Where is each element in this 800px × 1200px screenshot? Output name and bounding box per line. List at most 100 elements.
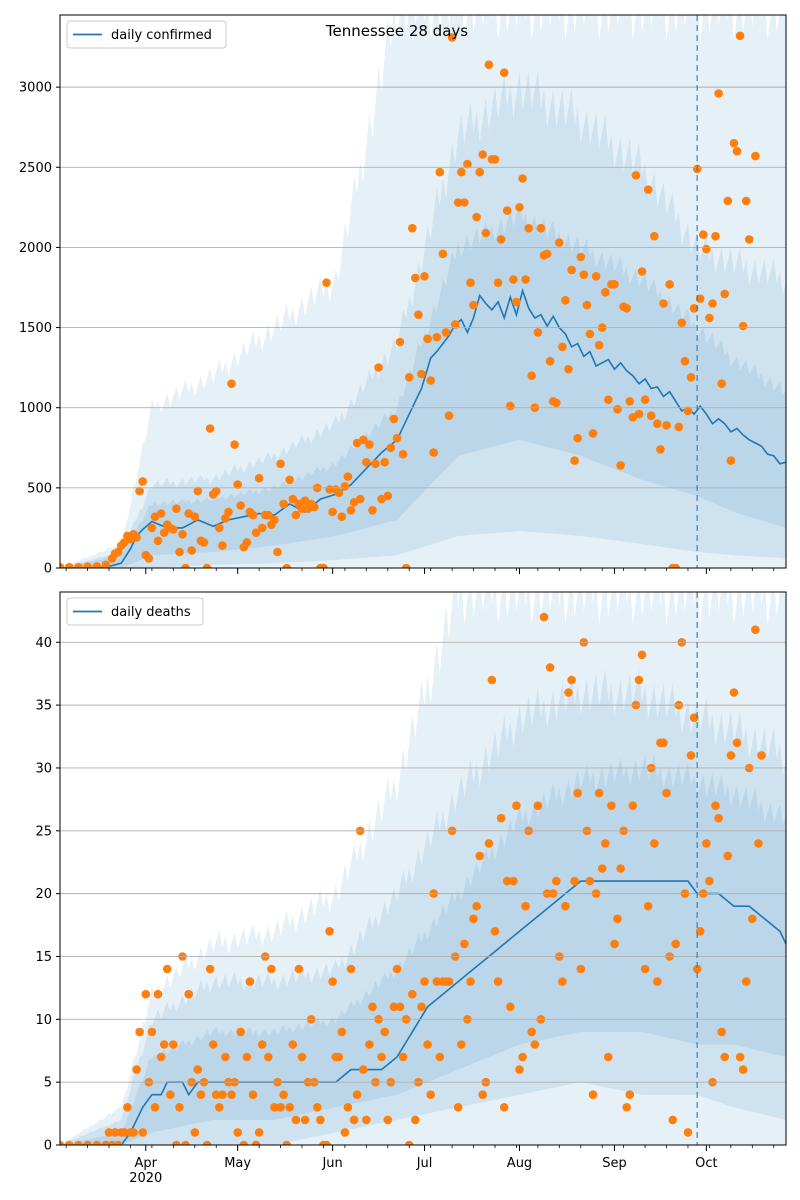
data-point	[208, 1040, 218, 1049]
y-tick-label: 0	[44, 1139, 52, 1154]
data-point	[720, 1052, 729, 1062]
data-point	[674, 422, 684, 432]
data-point	[435, 167, 445, 177]
data-point	[175, 1103, 184, 1112]
data-point	[686, 373, 696, 382]
data-point	[153, 536, 163, 546]
data-point	[211, 1090, 221, 1099]
data-point	[334, 1052, 344, 1062]
data-point	[533, 801, 543, 810]
data-point	[453, 1103, 463, 1112]
data-point	[499, 1103, 509, 1112]
data-point	[251, 1140, 261, 1145]
data-point	[432, 332, 442, 342]
data-point	[490, 155, 500, 164]
data-point	[665, 280, 674, 289]
y-tick-label: 40	[35, 636, 52, 651]
data-point	[392, 964, 402, 974]
data-point	[120, 1128, 129, 1137]
data-point	[702, 839, 711, 848]
data-point	[346, 506, 356, 515]
data-point	[147, 1027, 157, 1037]
data-point	[653, 977, 662, 986]
data-point	[362, 1115, 371, 1125]
confidence-band	[60, 15, 786, 568]
data-point	[634, 675, 644, 685]
data-point	[417, 1002, 426, 1012]
y-tick-label: 30	[35, 761, 52, 776]
data-point	[355, 494, 365, 504]
data-point	[300, 1115, 310, 1125]
data-point	[365, 440, 374, 449]
deaths-panel: 0 5 10 15 20 25 30 35 40 Apr May Jun Jul Aug Sep Oct 202…	[35, 591, 787, 1186]
data-point	[475, 851, 485, 861]
data-point	[732, 738, 742, 748]
data-point	[601, 288, 610, 297]
data-point	[625, 1090, 635, 1099]
y-tick-label: 2500	[19, 161, 52, 176]
data-point	[92, 1140, 102, 1145]
data-point	[677, 318, 687, 328]
data-point	[181, 563, 190, 568]
data-point	[518, 174, 527, 183]
data-point	[328, 507, 337, 517]
data-point	[545, 663, 555, 672]
data-point	[233, 480, 242, 489]
data-point	[254, 473, 264, 483]
data-point	[135, 486, 144, 496]
data-point	[671, 939, 680, 949]
data-point	[395, 1002, 405, 1012]
data-point	[708, 299, 717, 308]
data-point	[729, 688, 739, 697]
data-point	[524, 223, 533, 233]
data-point	[689, 304, 699, 313]
data-point	[570, 456, 579, 465]
data-point	[153, 989, 163, 999]
data-point	[502, 876, 512, 886]
legend-box	[66, 20, 227, 49]
data-point	[150, 1103, 160, 1112]
data-point	[169, 525, 178, 534]
data-point	[502, 206, 512, 215]
data-point	[392, 433, 402, 443]
data-point	[426, 376, 436, 385]
data-point	[138, 477, 147, 486]
data-point	[453, 198, 463, 207]
data-point	[472, 212, 481, 222]
data-point	[705, 876, 714, 886]
data-point	[487, 675, 497, 685]
data-point	[555, 238, 564, 247]
data-point	[496, 813, 506, 823]
data-point	[723, 196, 733, 206]
data-point	[423, 1040, 432, 1049]
data-point	[408, 989, 417, 999]
data-point	[496, 235, 506, 244]
data-point	[169, 1040, 178, 1049]
data-point	[230, 440, 239, 449]
data-point	[539, 612, 549, 622]
plot-area	[60, 15, 786, 568]
data-point	[521, 901, 530, 911]
data-point	[659, 299, 668, 308]
data-point	[457, 1040, 466, 1049]
data-point	[744, 235, 754, 244]
data-point	[144, 554, 154, 563]
data-point	[732, 146, 742, 156]
data-point	[689, 713, 699, 722]
data-point	[628, 801, 638, 810]
data-point	[236, 1027, 245, 1037]
legend-box	[66, 597, 204, 626]
data-point	[530, 1040, 540, 1049]
data-point	[662, 421, 671, 430]
data-point	[444, 411, 454, 421]
data-point	[726, 751, 736, 760]
data-point	[573, 433, 582, 443]
data-point	[613, 405, 622, 414]
data-point	[472, 901, 481, 911]
data-point	[460, 198, 469, 207]
data-point	[156, 509, 166, 518]
data-point	[552, 876, 561, 886]
data-point	[337, 1027, 347, 1037]
data-point	[585, 876, 595, 886]
data-point	[573, 788, 582, 798]
